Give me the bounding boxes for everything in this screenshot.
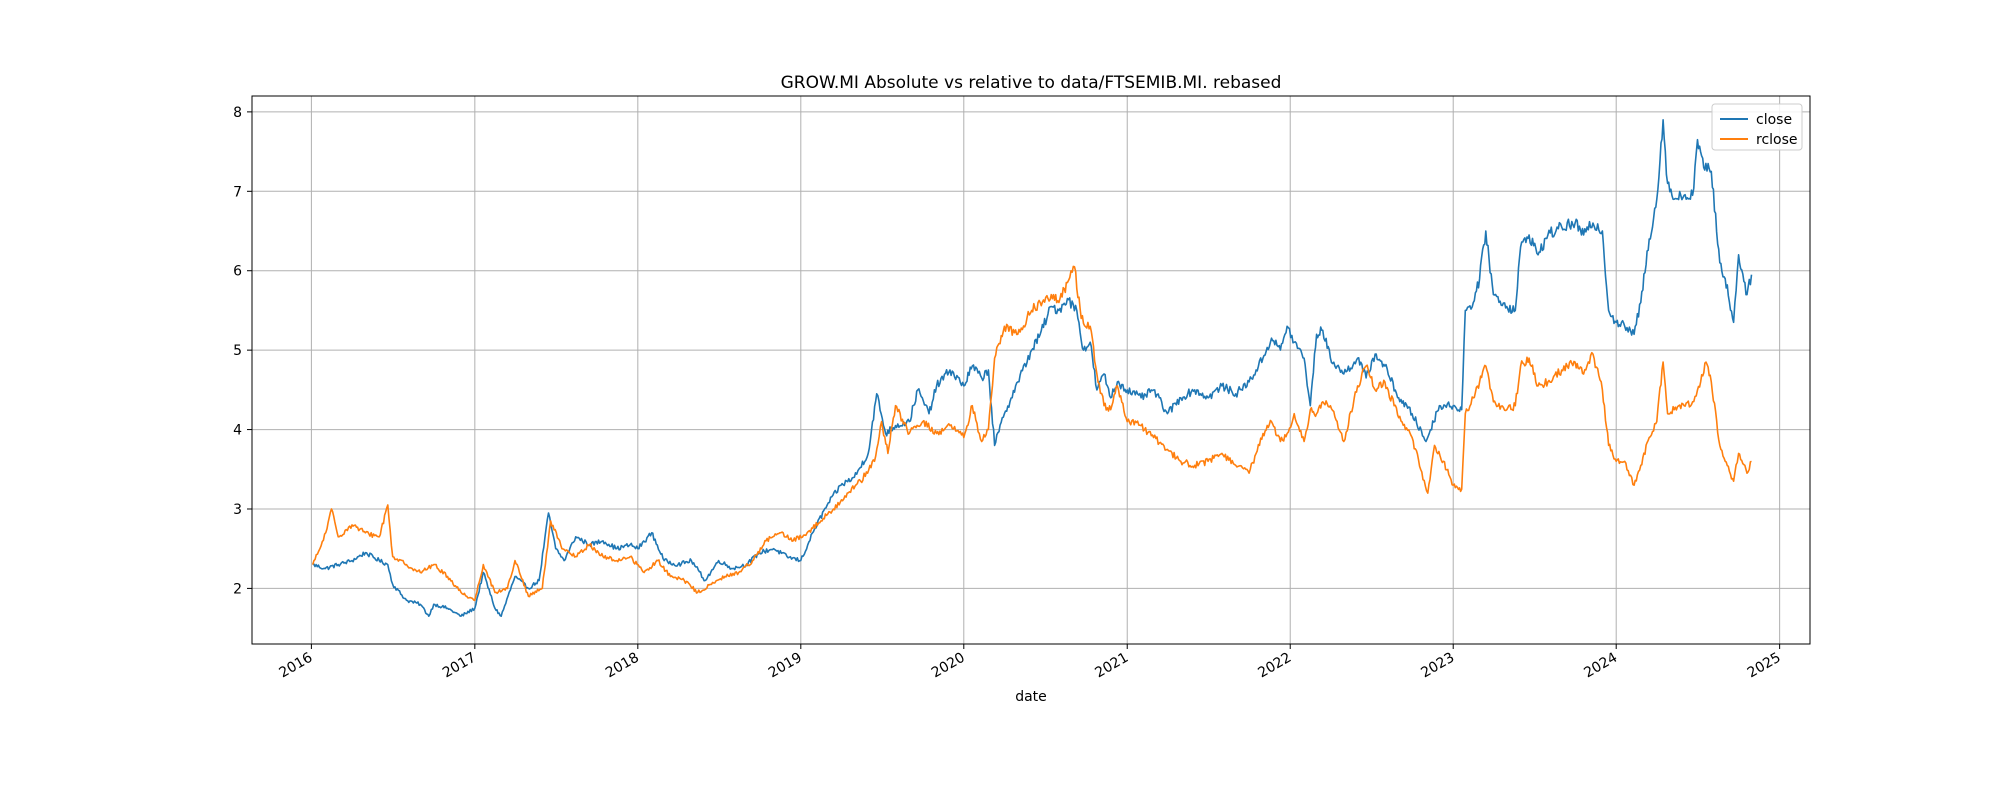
legend-label-rclose: rclose [1756, 132, 1798, 148]
y-tick-label: 8 [233, 105, 242, 121]
y-tick-label: 7 [233, 184, 242, 200]
y-axis: 2 3 4 5 6 7 8 [233, 105, 252, 597]
legend: close rclose [1711, 103, 1803, 151]
chart-title: GROW.MI Absolute vs relative to data/FTS… [781, 73, 1282, 93]
series-line-close [312, 119, 1753, 617]
plot-area-frame [251, 95, 1811, 645]
y-tick-label: 3 [233, 502, 242, 518]
y-tick-label: 4 [233, 423, 242, 439]
series-line-rclose [311, 265, 1752, 602]
series-lines [311, 119, 1753, 617]
legend-label-close: close [1756, 112, 1792, 128]
y-tick-label: 6 [233, 264, 242, 280]
x-axis-label: date [1015, 689, 1047, 705]
y-tick-label: 2 [233, 581, 242, 597]
y-tick-label: 5 [233, 343, 242, 359]
